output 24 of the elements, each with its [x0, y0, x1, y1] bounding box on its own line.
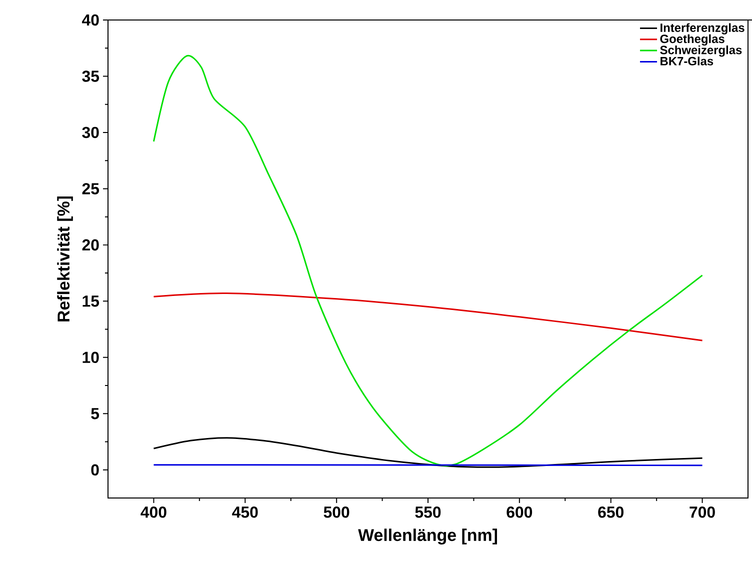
y-tick-label: 30 — [82, 126, 99, 138]
x-tick-label: 700 — [690, 506, 715, 518]
legend-label: Interferenzglas — [660, 23, 744, 34]
x-axis-title: Wellenlänge [nm] — [358, 528, 497, 545]
y-tick-label: 5 — [91, 408, 100, 420]
x-tick-label: 500 — [324, 506, 350, 518]
x-tick-label: 400 — [140, 506, 166, 518]
legend-label: Schweizerglas — [660, 45, 742, 57]
y-tick-label: 25 — [82, 183, 100, 194]
x-tick-label: 550 — [415, 506, 441, 518]
x-tick-label: 450 — [232, 506, 258, 518]
line-series — [152, 292, 704, 342]
x-tick-label: 650 — [598, 506, 624, 518]
y-tick-label: 0 — [91, 464, 99, 476]
y-axis-title: Reflektivität [%] — [57, 196, 73, 322]
y-tick-label: 10 — [82, 352, 99, 364]
y-tick-label: 20 — [82, 239, 99, 251]
legend-label: BK7-Glas — [660, 56, 714, 66]
line-series — [152, 437, 704, 468]
legend-label: Goetheglas — [660, 34, 724, 46]
y-tick-label: 35 — [82, 70, 100, 82]
y-tick-label: 15 — [82, 296, 100, 307]
y-tick-label: 40 — [82, 14, 99, 26]
x-tick-label: 600 — [506, 506, 532, 518]
